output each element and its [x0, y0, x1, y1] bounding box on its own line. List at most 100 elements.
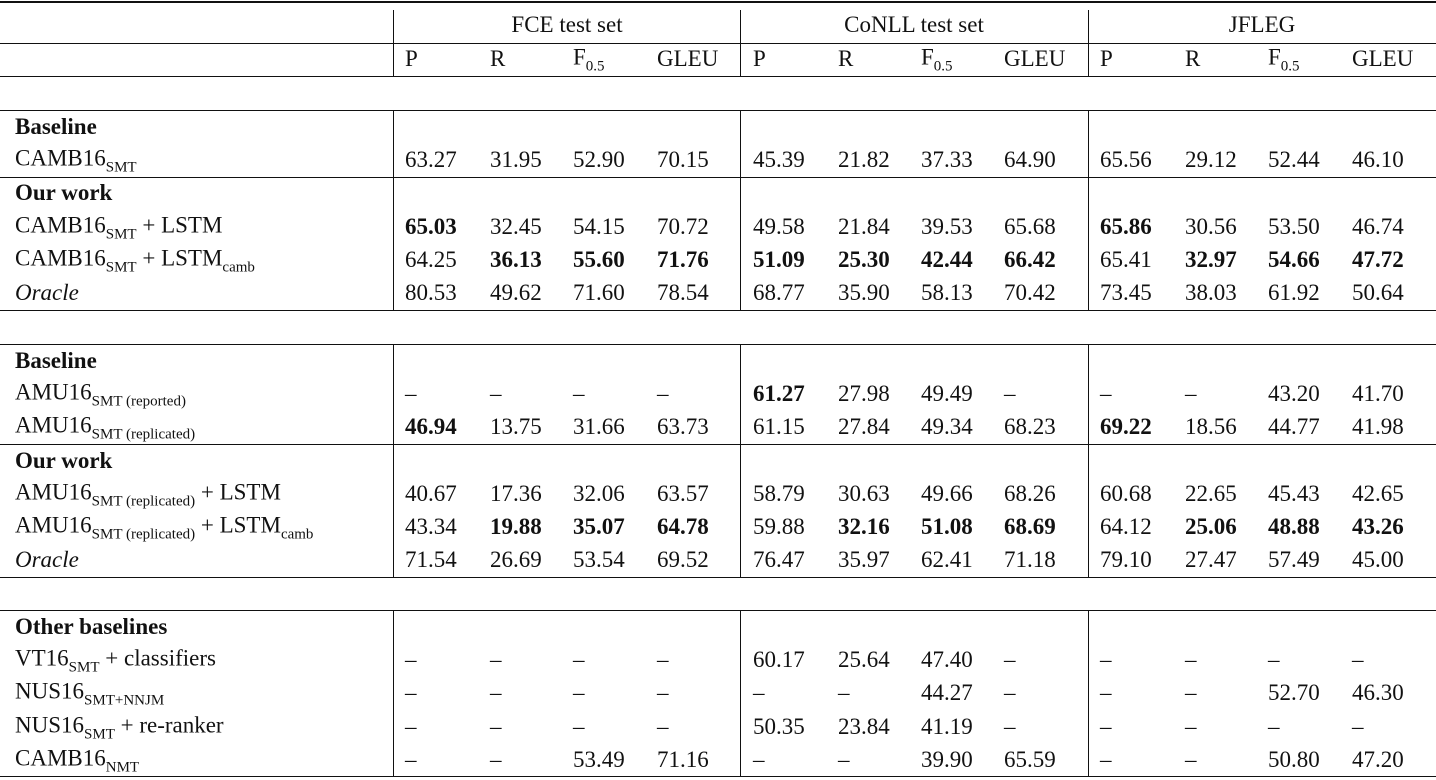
cell-value: 25.64: [838, 647, 890, 673]
metric-header: GLEU: [657, 46, 718, 72]
metric-header: F0.5: [921, 45, 953, 75]
cell-value: 44.77: [1268, 414, 1320, 440]
cell-value: 45.43: [1268, 480, 1320, 506]
cell-value: 36.13: [490, 246, 542, 272]
cell: 50.80: [1268, 747, 1320, 773]
cell: –: [490, 680, 502, 706]
column-rule: [740, 110, 741, 310]
cell: 45.43: [1268, 481, 1320, 507]
label-sub: SMT (replicated): [91, 426, 196, 443]
group-title: JFLEG: [1228, 12, 1296, 37]
label-text: Oracle: [15, 280, 79, 305]
cell: –: [573, 680, 585, 706]
cell-value: 69.22: [1100, 414, 1152, 440]
cell-value: 60.68: [1100, 480, 1152, 506]
metric-header: F0.5: [1268, 45, 1300, 75]
metric-header: F0.5: [573, 44, 605, 75]
label-sub: camb: [280, 526, 314, 543]
cell-value: 42.65: [1352, 480, 1404, 506]
cell-value: –: [573, 713, 585, 739]
cell-value: 47.40: [921, 647, 973, 673]
row-label: AMU16SMT (replicated) + LSTMcamb: [15, 512, 314, 543]
cell: –: [657, 647, 669, 673]
cell-value: 65.86: [1100, 213, 1152, 239]
cell-value: 64.25: [405, 246, 457, 272]
cell-value: 53.54: [573, 547, 625, 573]
cell-value: –: [573, 381, 585, 407]
cell-value: –: [1268, 713, 1280, 739]
metric: P: [753, 46, 766, 71]
cell-value: 46.10: [1352, 147, 1404, 173]
rule: [0, 176, 1436, 178]
label-sub: SMT: [68, 659, 100, 676]
metric: GLEU: [657, 46, 719, 71]
cell: 37.33: [921, 147, 973, 173]
cell-value: 61.15: [753, 414, 805, 440]
cell-value: 21.82: [838, 147, 890, 173]
cell: 69.52: [657, 547, 709, 573]
label-text: AMU16: [15, 412, 92, 438]
section-heading: Our work: [15, 180, 113, 206]
cell-value: 18.56: [1185, 414, 1237, 440]
cell-value: –: [1004, 680, 1016, 706]
cell-value: 13.75: [490, 414, 542, 440]
cell: 55.60: [573, 247, 625, 273]
cell: 70.42: [1004, 280, 1056, 306]
cell-value: 50.80: [1268, 746, 1320, 772]
metric: F: [573, 44, 586, 70]
cell: 46.10: [1352, 147, 1404, 173]
cell-value: 17.36: [490, 480, 542, 506]
cell: –: [405, 381, 417, 407]
group-header: CoNLL test set: [844, 12, 984, 38]
cell: 40.67: [405, 481, 457, 507]
cell-value: 65.41: [1100, 246, 1152, 272]
cell: 44.27: [921, 680, 973, 706]
cell: –: [657, 680, 669, 706]
cell: –: [405, 647, 417, 673]
cell: 78.54: [657, 280, 709, 306]
cell: 52.70: [1268, 680, 1320, 706]
cell: 68.77: [753, 280, 805, 306]
cell: 50.64: [1352, 280, 1404, 306]
cell-value: 54.66: [1268, 246, 1320, 272]
cell-value: –: [490, 647, 502, 673]
cell-value: –: [1185, 381, 1197, 407]
cell-value: 63.57: [657, 480, 709, 506]
cell: 65.03: [405, 214, 457, 240]
label-text: AMU16: [15, 512, 92, 538]
metric-sub: 0.5: [1280, 58, 1300, 75]
cell: 49.62: [490, 280, 542, 306]
cell-value: 35.90: [838, 280, 890, 305]
label-text: + re-ranker: [114, 712, 224, 738]
label-text: AMU16: [15, 379, 92, 405]
cell: 29.12: [1185, 147, 1237, 173]
cell: 60.68: [1100, 481, 1152, 507]
rule: [0, 776, 1436, 778]
cell: 64.25: [405, 247, 457, 273]
cell: 68.69: [1004, 514, 1056, 540]
cell-value: 47.20: [1352, 746, 1404, 772]
cell: –: [405, 714, 417, 740]
cell: 66.42: [1004, 247, 1056, 273]
cell: 41.70: [1352, 381, 1404, 407]
cell-value: 41.98: [1352, 414, 1404, 440]
cell-value: 49.58: [753, 213, 805, 239]
rule: [0, 444, 1436, 445]
cell: 62.41: [921, 547, 973, 573]
cell-value: 32.97: [1185, 246, 1237, 272]
cell: 25.64: [838, 647, 890, 673]
cell: 21.84: [838, 214, 890, 240]
cell: 61.27: [753, 381, 805, 407]
metric-header: P: [1100, 46, 1113, 72]
cell: –: [1100, 647, 1112, 673]
cell-value: 65.68: [1004, 213, 1056, 239]
cell-value: 70.15: [657, 147, 709, 173]
heading-cell: Baseline: [15, 348, 97, 374]
cell: 65.68: [1004, 214, 1056, 240]
cell: 58.13: [921, 280, 973, 306]
cell: 32.97: [1185, 247, 1237, 273]
cell: 44.77: [1268, 414, 1320, 440]
cell-value: 41.19: [921, 713, 973, 739]
cell-value: 49.49: [921, 381, 973, 407]
cell-value: –: [753, 680, 765, 706]
